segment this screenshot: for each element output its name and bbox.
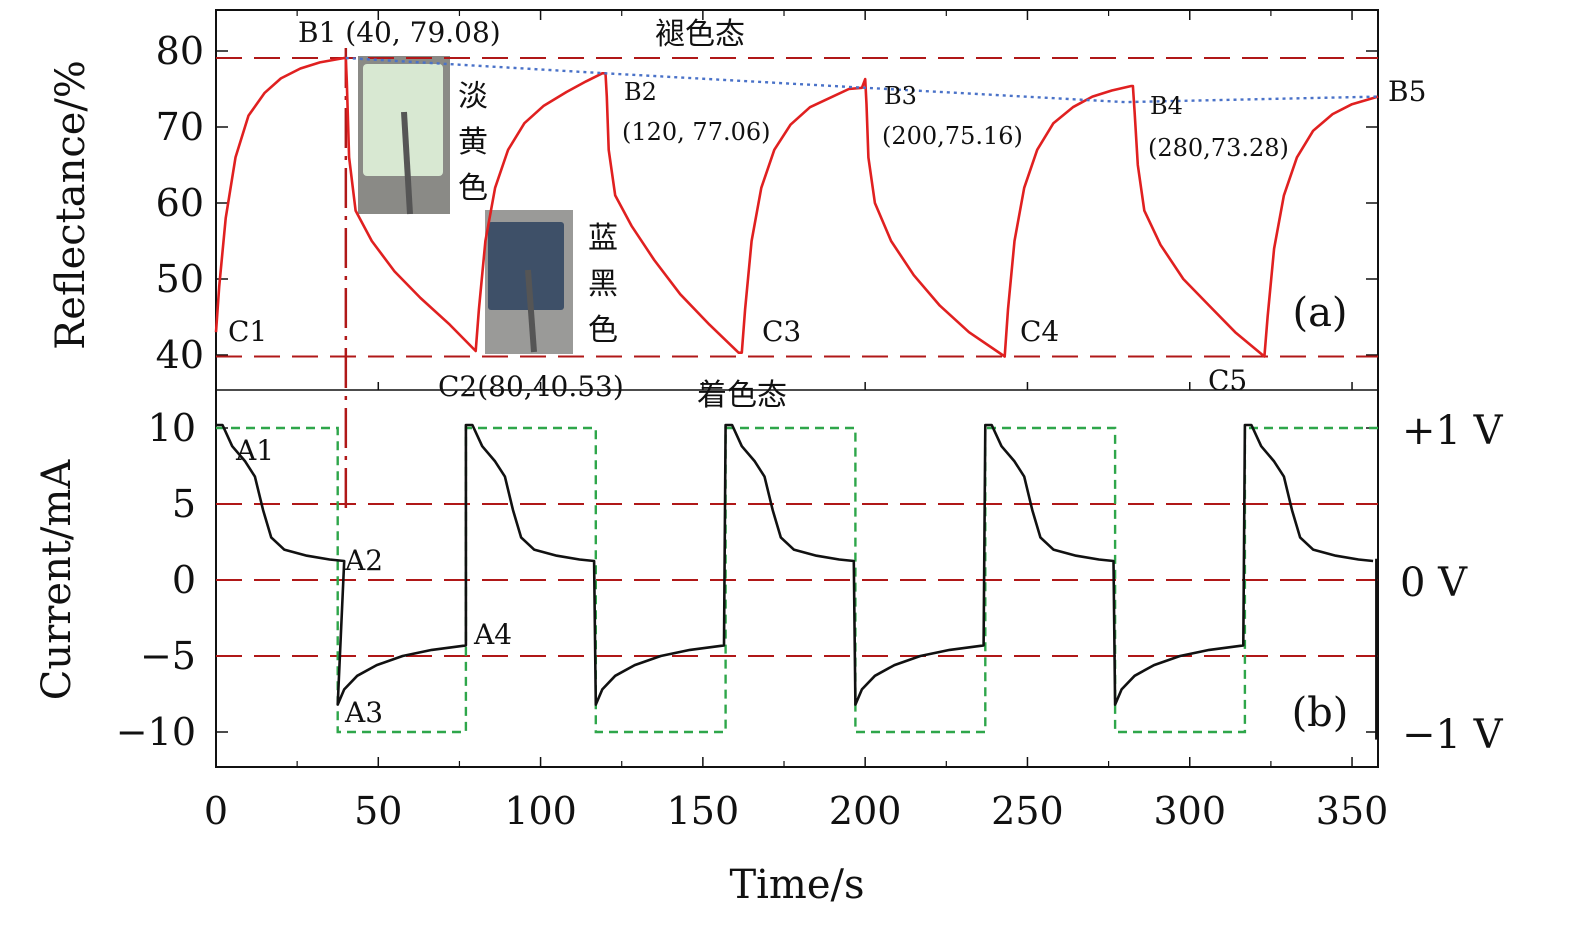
annotation-c1: C1 <box>228 315 267 348</box>
annotation-b4: B4 <box>1150 92 1183 120</box>
voltage-label-minus1: −1 V <box>1402 712 1504 758</box>
x-tick-label: 350 <box>1316 789 1389 833</box>
reflectance-series-line <box>214 56 1379 358</box>
colored-color-caption-1: 蓝 <box>588 221 618 256</box>
y-axis-title-reflectance: Reflectance/% <box>48 60 94 350</box>
y-tick-label-reflectance: 80 <box>156 29 204 73</box>
voltage-square-wave <box>216 426 1378 734</box>
y-tick-label-current: 10 <box>148 406 196 450</box>
y-tick-label-reflectance: 50 <box>156 257 204 301</box>
current-axes: 0 50 100 150 200 250 300 350 −10 −5 0 5 10 <box>116 406 1389 833</box>
colored-color-caption-2: 黑 <box>588 267 618 302</box>
annotation-c2: C2(80,40.53) <box>438 370 624 403</box>
annotation-c4: C4 <box>1020 315 1059 348</box>
bleached-state-label: 褪色态 <box>655 17 745 52</box>
annotation-b3-coords: (200,75.16) <box>882 122 1023 150</box>
colored-color-caption-3: 色 <box>588 313 618 348</box>
annotation-b1: B1 (40, 79.08) <box>298 16 501 49</box>
bleached-color-caption-1: 淡 <box>458 79 488 114</box>
x-tick-label: 250 <box>991 789 1064 833</box>
x-tick-label: 300 <box>1153 789 1226 833</box>
x-tick-label: 100 <box>504 789 577 833</box>
inset-photo-colored <box>485 210 573 354</box>
y-tick-label-reflectance: 40 <box>156 333 204 377</box>
annotation-c5: C5 <box>1208 364 1247 397</box>
inset-photo-bleached <box>358 56 450 215</box>
annotation-b3: B3 <box>884 82 917 110</box>
current-series-line <box>216 423 1374 706</box>
x-tick-label: 50 <box>354 789 402 833</box>
panel-label-a: (a) <box>1292 290 1347 336</box>
x-tick-label: 0 <box>204 789 228 833</box>
bleached-color-caption-3: 色 <box>458 171 488 206</box>
y-tick-label-reflectance: 60 <box>156 181 204 225</box>
annotation-a2: A2 <box>344 544 383 577</box>
colored-film-swatch <box>488 222 564 310</box>
bleached-trend-line <box>345 56 1379 104</box>
reflectance-marks <box>214 48 1379 512</box>
annotation-b5: B5 <box>1388 75 1426 108</box>
annotation-a3: A3 <box>344 696 383 729</box>
annotation-b2: B2 <box>624 78 657 106</box>
x-axis-title: Time/s <box>729 862 864 908</box>
voltage-label-plus1: +1 V <box>1402 408 1504 454</box>
annotation-b2-coords: (120, 77.06) <box>622 118 771 146</box>
panel-label-b: (b) <box>1292 690 1349 736</box>
colored-state-label: 着色态 <box>697 378 787 413</box>
voltage-label-zero: 0 V <box>1400 560 1468 606</box>
y-tick-label-current: 0 <box>172 558 196 602</box>
current-marks <box>216 423 1378 740</box>
x-tick-label: 150 <box>667 789 740 833</box>
annotation-a4: A4 <box>473 618 512 651</box>
x-tick-label: 200 <box>829 789 902 833</box>
annotation-b4-coords: (280,73.28) <box>1148 134 1289 162</box>
y-tick-label-reflectance: 70 <box>156 105 204 149</box>
y-tick-label-current: −10 <box>116 710 196 754</box>
y-axis-title-current: Current/mA <box>34 459 80 701</box>
y-tick-label-current: 5 <box>172 482 196 526</box>
bleached-color-caption-2: 黄 <box>458 125 488 160</box>
y-tick-label-current: −5 <box>140 634 196 678</box>
annotation-a1: A1 <box>235 434 274 467</box>
reflectance-axes: 40 50 60 70 80 <box>156 10 1378 390</box>
annotation-c3: C3 <box>762 315 801 348</box>
